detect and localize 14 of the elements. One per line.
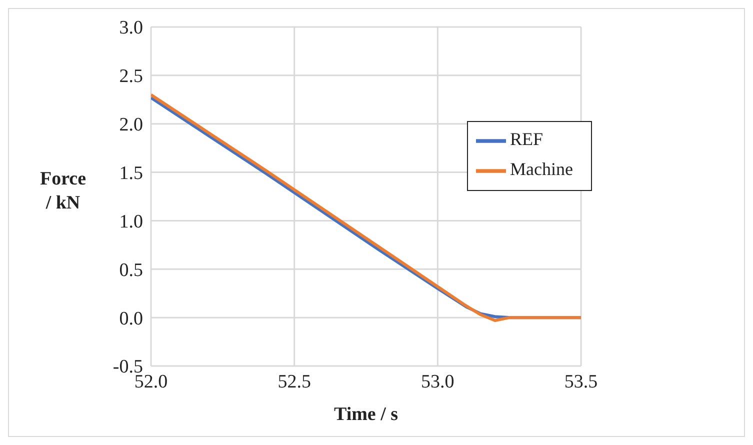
x-tick-label: 52.5: [278, 371, 311, 392]
legend-label: Machine: [510, 159, 573, 180]
y-tick-label: 3.0: [119, 18, 143, 39]
x-axis-title: Time / s: [334, 404, 398, 425]
y-tick-label: 1.5: [119, 163, 143, 184]
y-tick-label: 0.0: [119, 308, 143, 330]
x-tick-label: 53.5: [564, 371, 598, 392]
legend-label: REF: [510, 129, 544, 150]
x-tick-label: 53.0: [421, 371, 454, 392]
y-axis-title: Force / kN: [40, 168, 86, 214]
y-tick-label: 2.5: [119, 66, 143, 88]
y-tick-label: 1.0: [119, 211, 143, 232]
y-tick-label: 0.5: [119, 260, 143, 281]
y-tick-label: 2.0: [119, 114, 143, 136]
